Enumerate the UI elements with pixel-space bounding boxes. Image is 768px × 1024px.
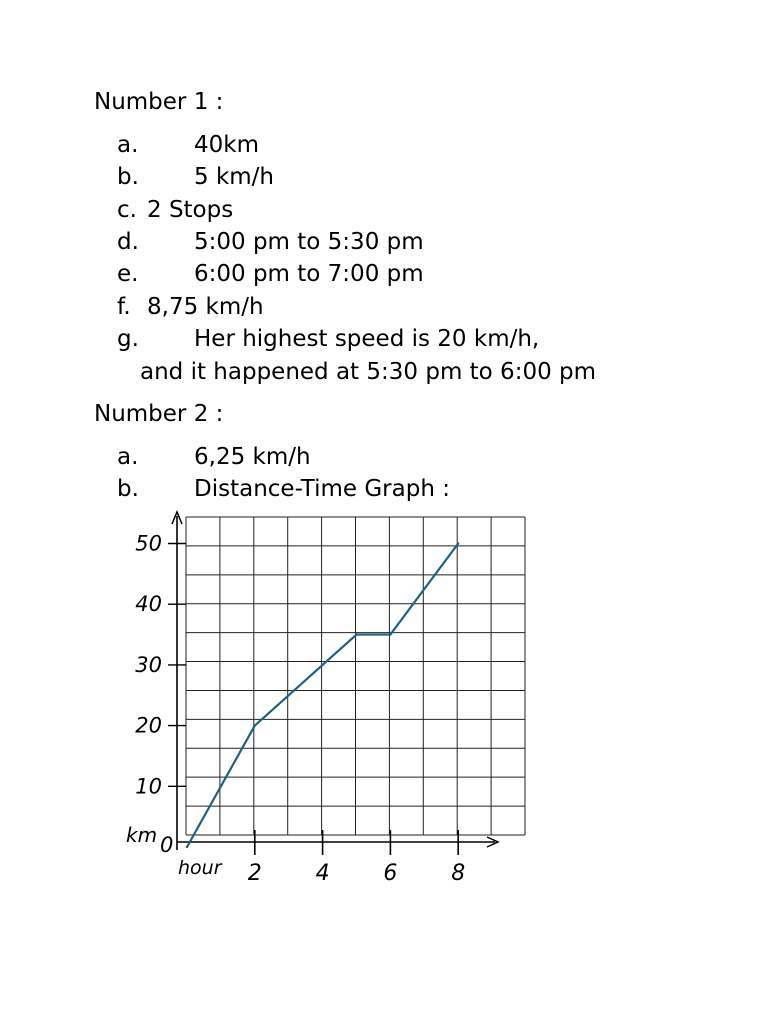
list-item-marker: a. <box>117 132 139 158</box>
list-item-marker: g. <box>117 326 139 352</box>
number1-heading: Number 1 : <box>94 89 224 115</box>
y-axis-arrow <box>171 510 183 525</box>
x-tick-label: 2 <box>248 861 262 886</box>
data-point <box>389 633 392 636</box>
list-item-text: 40km <box>194 132 259 158</box>
data-point <box>253 724 256 727</box>
number2-heading: Number 2 : <box>94 401 224 427</box>
x-axis-arrow <box>486 836 500 848</box>
x-tick-label: 8 <box>451 861 465 886</box>
x-tick-label: 6 <box>383 861 397 886</box>
x-tick-label: 4 <box>316 861 330 886</box>
list-item-text: Her highest speed is 20 km/h, <box>194 326 540 352</box>
list-item-text: 5:00 pm to 5:30 pm <box>194 229 424 255</box>
list-item-text: 6,25 km/h <box>194 444 311 470</box>
data-point <box>457 542 460 545</box>
origin-label: 0 <box>160 833 173 857</box>
list-item-text: 6:00 pm to 7:00 pm <box>194 261 424 287</box>
list-item-marker: a. <box>117 444 139 470</box>
y-axis-label: km <box>126 823 157 847</box>
list-item-marker: d. <box>117 229 139 255</box>
list-item-continuation: and it happened at 5:30 pm to 6:00 pm <box>140 359 597 385</box>
list-item-text: 2 Stops <box>147 197 234 223</box>
y-tick-label: 30 <box>135 653 162 677</box>
list-item-marker: f. <box>117 294 131 320</box>
list-item-text: 5 km/h <box>194 164 274 190</box>
y-tick-label: 10 <box>135 774 162 798</box>
list-item-marker: b. <box>117 476 139 502</box>
list-item-marker: c. <box>117 197 137 223</box>
data-point <box>355 633 358 636</box>
list-item-marker: b. <box>117 164 139 190</box>
distance-line <box>186 542 460 848</box>
list-item-text: 8,75 km/h <box>147 294 264 320</box>
y-tick-label: 20 <box>135 714 162 738</box>
data-point <box>185 845 189 849</box>
list-item-text: Distance-Time Graph : <box>194 476 450 502</box>
x-axis-label: hour <box>178 857 223 879</box>
y-tick-label: 40 <box>135 592 162 616</box>
y-tick-label: 50 <box>135 532 162 556</box>
list-item-marker: e. <box>117 261 139 287</box>
